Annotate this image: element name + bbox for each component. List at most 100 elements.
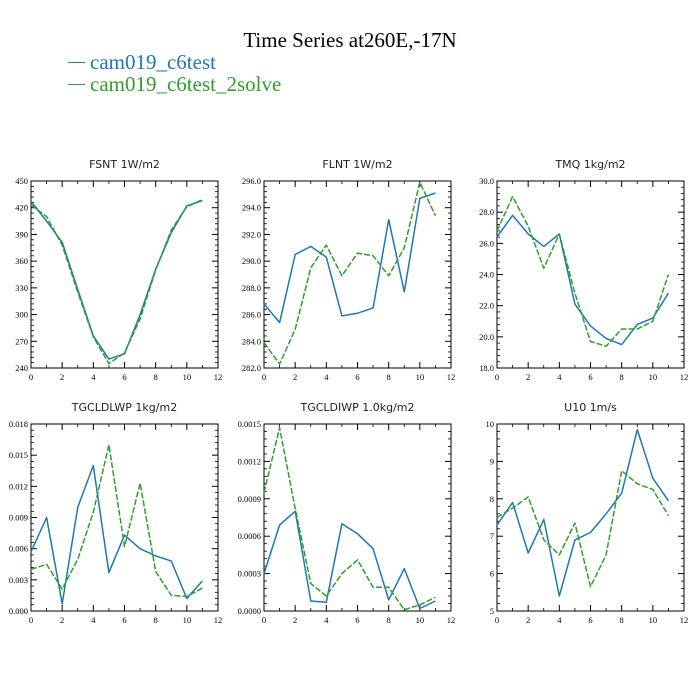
series-line-2 xyxy=(496,195,670,347)
y-tick-label: 286.0 xyxy=(242,310,261,320)
y-tick-label: 22.0 xyxy=(479,301,494,311)
x-tick-label: 6 xyxy=(122,615,126,625)
x-tick-label: 0 xyxy=(262,615,266,625)
y-tick-label: 450 xyxy=(15,176,28,186)
y-tick-label: 0.000 xyxy=(9,606,28,616)
y-tick-label: 330 xyxy=(15,283,28,293)
panel-title: TGCLDIWP 1.0kg/m2 xyxy=(299,401,414,414)
y-tick-label: 6 xyxy=(490,569,494,579)
y-tick-label: 240 xyxy=(15,363,28,373)
y-tick-label: 8 xyxy=(490,494,494,504)
y-tick-label: 5 xyxy=(490,606,494,616)
panel-title: TMQ 1kg/m2 xyxy=(554,158,625,171)
y-tick-label: 18.0 xyxy=(479,363,494,373)
y-tick-label: 360 xyxy=(15,256,28,266)
legend-entry-series-2: cam019_c6test_2solve xyxy=(68,72,281,97)
legend-label-series-1: cam019_c6test xyxy=(90,50,216,74)
panel-frame xyxy=(263,180,452,369)
panel-4: TGCLDLWP 1kg/m2 0.000 0.003 0.006 0.009 0.012… xyxy=(9,401,222,625)
y-tick-label: 0.003 xyxy=(9,575,28,585)
y-tick-label: 0.0012 xyxy=(238,456,261,466)
y-tick-label: 420 xyxy=(15,203,28,213)
y-tick-label: 288.0 xyxy=(242,283,261,293)
panel-title: TGCLDLWP 1kg/m2 xyxy=(71,401,177,414)
series-line-2 xyxy=(263,426,436,611)
x-tick-label: 0 xyxy=(262,372,266,382)
y-tick-label: 0.009 xyxy=(9,513,28,523)
x-tick-label: 8 xyxy=(154,372,158,382)
x-tick-label: 4 xyxy=(557,615,562,625)
x-tick-label: 2 xyxy=(60,615,64,625)
x-tick-label: 6 xyxy=(588,615,592,625)
x-tick-label: 10 xyxy=(649,615,658,625)
y-tick-label: 292.0 xyxy=(242,229,261,239)
y-tick-label: 270 xyxy=(15,336,28,346)
panel-title: FSNT 1W/m2 xyxy=(89,158,160,171)
y-tick-label: 0.015 xyxy=(9,450,28,460)
legend-swatch-series-2 xyxy=(68,84,85,85)
panel-1: FSNT 1W/m2 240 270 300 330 360 390 420 450 0 2 4 6 8 1… xyxy=(15,158,222,382)
x-tick-label: 8 xyxy=(387,372,391,382)
x-tick-label: 8 xyxy=(620,372,624,382)
y-tick-label: 24.0 xyxy=(479,270,494,280)
y-tick-label: 0.012 xyxy=(9,481,28,491)
panel-2: FLNT 1W/m2 282.0 284.0 286.0 288.0 290.0 292.0… xyxy=(242,158,455,382)
x-tick-label: 4 xyxy=(91,372,96,382)
x-tick-label: 10 xyxy=(183,615,192,625)
x-tick-label: 8 xyxy=(620,615,624,625)
y-tick-label: 290.0 xyxy=(242,256,261,266)
y-tick-label: 300 xyxy=(15,310,28,320)
panel-5: TGCLDIWP 1.0kg/m2 0.0000 0.0003 0.0006 0.000… xyxy=(238,401,456,625)
y-tick-label: 0.0006 xyxy=(238,531,261,541)
figure-title: Time Series at260E,-17N xyxy=(243,28,457,52)
x-tick-label: 12 xyxy=(447,615,456,625)
y-tick-label: 0.0000 xyxy=(238,606,261,616)
panel-6: U10 1m/s 5 6 7 8 9 10 0 2 4 6 8 10 12 xyxy=(486,401,689,625)
y-tick-label: 294.0 xyxy=(242,203,261,213)
series-line-1 xyxy=(496,428,670,597)
x-tick-label: 12 xyxy=(680,615,689,625)
x-tick-label: 6 xyxy=(588,372,592,382)
x-tick-label: 6 xyxy=(122,372,126,382)
y-tick-label: 26.0 xyxy=(479,238,494,248)
y-tick-label: 0.006 xyxy=(9,544,28,554)
series-line-1 xyxy=(30,199,203,360)
x-tick-label: 0 xyxy=(495,615,499,625)
y-tick-label: 0.018 xyxy=(9,419,28,429)
series-line-2 xyxy=(496,470,670,588)
x-tick-label: 2 xyxy=(60,372,64,382)
series-line-1 xyxy=(496,214,670,346)
x-tick-label: 2 xyxy=(293,615,297,625)
x-tick-label: 10 xyxy=(416,615,425,625)
y-tick-label: 28.0 xyxy=(479,207,494,217)
x-tick-label: 0 xyxy=(29,372,33,382)
x-tick-label: 4 xyxy=(324,372,329,382)
y-tick-label: 0.0009 xyxy=(238,494,261,504)
y-tick-label: 0.0003 xyxy=(238,569,261,579)
y-tick-label: 30.0 xyxy=(479,176,494,186)
series-line-1 xyxy=(30,464,203,605)
x-tick-label: 12 xyxy=(680,372,689,382)
x-tick-label: 4 xyxy=(91,615,96,625)
x-tick-label: 8 xyxy=(387,615,391,625)
y-tick-label: 20.0 xyxy=(479,332,494,342)
x-tick-label: 0 xyxy=(495,372,499,382)
y-tick-label: 282.0 xyxy=(242,363,261,373)
y-tick-label: 0.0015 xyxy=(238,419,261,429)
panel-title: U10 1m/s xyxy=(564,401,617,414)
series-line-2 xyxy=(30,444,203,598)
panel-frame xyxy=(496,423,685,612)
x-tick-label: 10 xyxy=(649,372,658,382)
x-tick-label: 2 xyxy=(293,372,297,382)
x-tick-label: 8 xyxy=(154,615,158,625)
y-tick-label: 10 xyxy=(486,419,495,429)
legend-label-series-2: cam019_c6test_2solve xyxy=(90,72,282,96)
x-tick-label: 12 xyxy=(214,372,223,382)
x-tick-label: 4 xyxy=(557,372,562,382)
x-tick-label: 6 xyxy=(355,372,359,382)
panel-frame xyxy=(263,423,452,612)
series-line-1 xyxy=(263,192,436,324)
series-line-2 xyxy=(263,181,437,365)
panel-frame xyxy=(30,180,219,369)
